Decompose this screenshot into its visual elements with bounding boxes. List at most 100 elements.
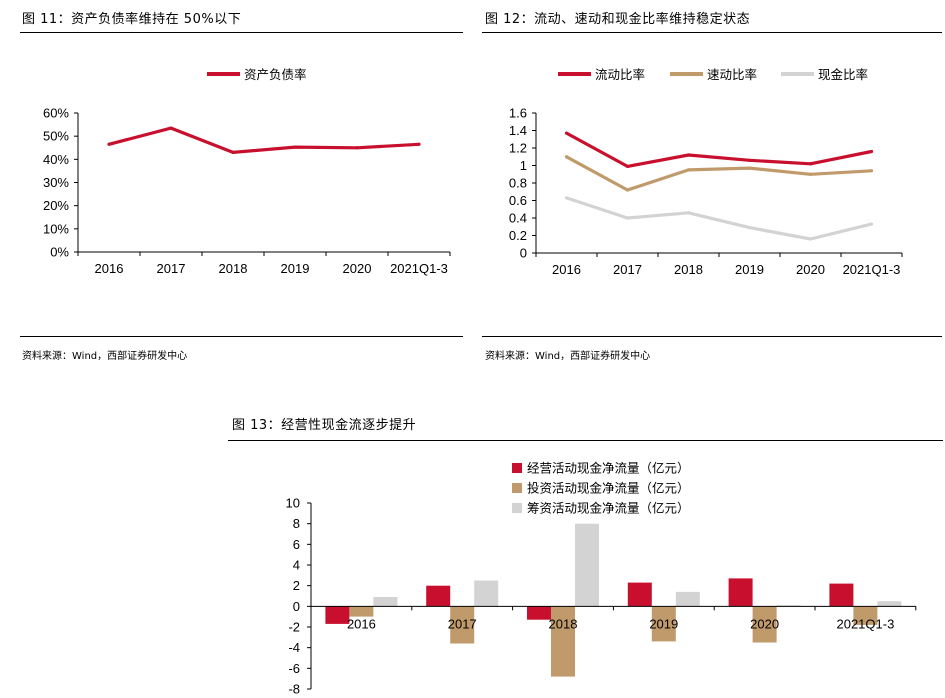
chart11-data-point xyxy=(107,142,111,146)
chart11-y-tick-label: 40% xyxy=(43,152,69,167)
chart13-bar-s1 xyxy=(527,606,551,620)
chart12-series-line-2 xyxy=(565,155,872,192)
chart12-data-point xyxy=(869,149,874,154)
chart13-bar-s1 xyxy=(829,583,854,607)
chart11-x-tick-label: 2020 xyxy=(343,261,372,276)
chart12-legend-label-2: 速动比率 xyxy=(707,67,757,82)
chart13-y-tick-label: -4 xyxy=(288,640,300,655)
figure-11-caption: 图 11：资产负债率维持在 50%以下 xyxy=(22,12,242,27)
chart11-y-tick-label: 30% xyxy=(43,175,69,190)
chart13-y-tick-label: 10 xyxy=(286,496,300,511)
chart12-y-tick-label: 0.4 xyxy=(509,211,527,226)
chart12-data-point xyxy=(564,155,569,159)
chart13-bar-s1 xyxy=(426,585,451,607)
chart13-y-tick-label: 2 xyxy=(293,578,300,593)
chart12-series-line-3 xyxy=(565,196,872,241)
chart11-data-point xyxy=(169,126,173,130)
chart11-data-point xyxy=(231,150,235,154)
chart13-bar-s1 xyxy=(728,578,753,607)
chart13-bar-s2 xyxy=(853,606,878,625)
chart13-x-tick-label: 2017 xyxy=(448,616,477,631)
figure-11-source: 资料来源：Wind，西部证券研发中心 xyxy=(22,351,188,362)
chart13-bar-s3 xyxy=(675,591,700,607)
chart12-data-point xyxy=(808,162,813,166)
chart11-data-point xyxy=(355,146,359,150)
chart12-data-point xyxy=(686,168,691,172)
chart11-series-line-1 xyxy=(108,126,420,154)
chart12-data-point xyxy=(625,216,630,220)
chart11-data-point xyxy=(293,145,297,149)
chart13-bar-s2 xyxy=(551,606,575,677)
chart12-legend-label-3: 现金比率 xyxy=(818,67,868,82)
chart13-bar-s1 xyxy=(627,582,652,607)
chart11-y-tick-label: 0% xyxy=(50,245,69,260)
chart13-bar-s2 xyxy=(349,606,374,617)
chart12-data-point xyxy=(869,222,874,226)
chart12-y-tick-label: 1 xyxy=(520,158,527,173)
chart13-bar-s2 xyxy=(450,606,475,644)
chart12-data-point xyxy=(564,196,569,200)
figure-12-top-rule xyxy=(482,32,942,33)
chart13-y-tick-label: 4 xyxy=(293,558,300,573)
figure-12-bottom-rule xyxy=(482,336,942,337)
chart12-y-tick-label: 1.2 xyxy=(509,141,527,156)
chart13-bar-s3 xyxy=(575,523,599,607)
chart12-series-line-1 xyxy=(565,131,872,168)
chart13-bar-s3 xyxy=(776,605,801,607)
chart12-y-tick-label: 1.6 xyxy=(509,106,527,121)
figure-13-top-rule xyxy=(228,440,943,441)
chart12-data-point xyxy=(747,158,752,162)
chart12-y-tick-label: 0.2 xyxy=(509,228,527,243)
chart11-data-point xyxy=(417,142,421,146)
chart13-bar-s2 xyxy=(752,606,777,643)
chart11-y-tick-label: 20% xyxy=(43,198,69,213)
chart12-data-point xyxy=(564,131,569,135)
chart11-x-tick-label: 2016 xyxy=(95,261,124,276)
chart11-x-tick-label: 2019 xyxy=(281,261,310,276)
chart13-legend-swatch-1 xyxy=(512,463,522,473)
chart12-data-point xyxy=(869,169,874,173)
chart12-data-point xyxy=(808,172,813,176)
chart12-data-point xyxy=(625,188,630,192)
chart13-x-tick-label: 2020 xyxy=(750,616,779,631)
chart13-bar-s3 xyxy=(877,601,902,607)
chart12-data-point xyxy=(747,226,752,230)
chart12-data-point xyxy=(747,166,752,170)
chart12-data-point xyxy=(808,237,813,241)
figure-11-top-rule xyxy=(20,32,463,33)
chart13-bar-s1 xyxy=(325,606,350,624)
chart11-y-tick-label: 50% xyxy=(43,129,69,144)
chart13-y-tick-label: -2 xyxy=(288,620,300,635)
figure-11-bottom-rule xyxy=(20,336,463,337)
chart12-x-tick-label: 2016 xyxy=(552,262,581,277)
chart12-data-point xyxy=(686,211,691,215)
chart12-x-tick-label: 2020 xyxy=(796,262,825,277)
chart13-y-tick-label: 6 xyxy=(293,537,300,552)
chart13-y-tick-label: -6 xyxy=(288,661,300,676)
chart13-legend-swatch-2 xyxy=(512,483,522,493)
chart12-legend-label-1: 流动比率 xyxy=(595,67,645,82)
chart11-y-tick-label: 10% xyxy=(43,221,69,236)
chart13-bar-s3 xyxy=(373,597,398,607)
chart13-x-tick-label: 2018 xyxy=(549,616,578,631)
chart13-y-tick-label: -8 xyxy=(288,682,300,697)
chart12-x-tick-label: 2019 xyxy=(735,262,764,277)
chart12-x-tick-label: 2018 xyxy=(674,262,703,277)
chart13-y-tick-label: 8 xyxy=(293,516,300,531)
chart12-y-tick-label: 0.8 xyxy=(509,176,527,191)
figure-12-source: 资料来源：Wind，西部证券研发中心 xyxy=(485,351,651,362)
chart12-x-tick-label: 2021Q1-3 xyxy=(843,262,901,277)
chart13-x-tick-label: 2019 xyxy=(649,616,678,631)
chart11-y-tick-label: 60% xyxy=(43,106,69,121)
chart11-legend-label-1: 资产负债率 xyxy=(244,67,307,82)
chart12-data-point xyxy=(686,153,691,157)
chart13-y-tick-label: 0 xyxy=(293,599,300,614)
chart13-bar-s2 xyxy=(651,606,676,642)
chart13-legend-label-1: 经营活动现金净流量（亿元） xyxy=(527,461,690,476)
chart12-y-tick-label: 0 xyxy=(520,246,527,261)
chart13-x-tick-label: 2016 xyxy=(347,616,376,631)
chart13-bar-s3 xyxy=(474,580,499,607)
figure-12-caption: 图 12：流动、速动和现金比率维持稳定状态 xyxy=(485,12,751,27)
figure-13-caption: 图 13：经营性现金流逐步提升 xyxy=(232,418,417,433)
